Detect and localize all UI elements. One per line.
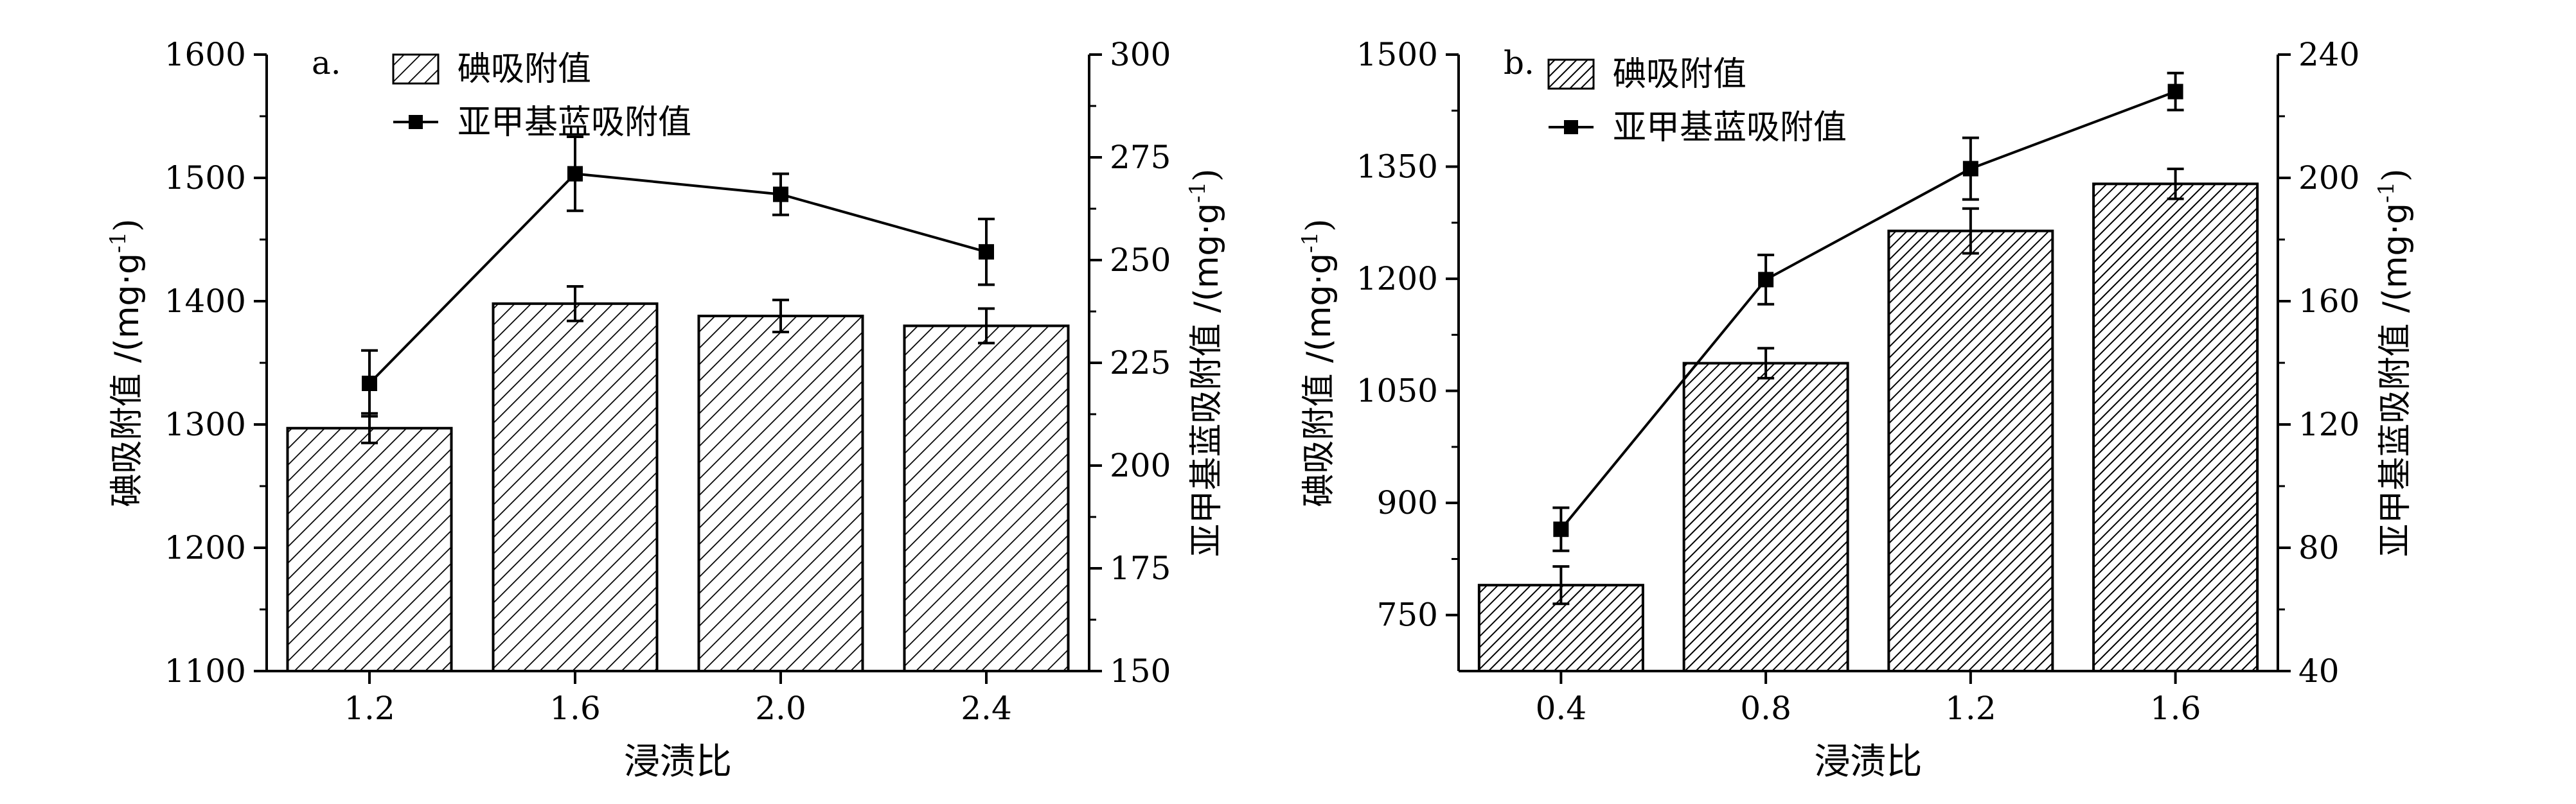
legend-label-bar: 碘吸附值	[457, 50, 591, 89]
bar-1.6	[2092, 182, 2259, 672]
legend-swatch-marker	[409, 115, 423, 129]
y2-tick-label: 240	[2298, 36, 2359, 73]
y-tick-label: 1350	[1356, 148, 1438, 186]
x-tick-label: 2.4	[961, 690, 1012, 727]
y2-axis-label: 亚甲基蓝吸附值 /(mg·g-1)	[2374, 169, 2415, 557]
y2-tick-label: 40	[2298, 652, 2340, 690]
y2-tick-label: 225	[1110, 344, 1171, 381]
bar-error-0.8	[1757, 347, 1775, 380]
legend-label-bar: 碘吸附值	[1613, 55, 1746, 94]
line-point-1.2	[362, 376, 377, 391]
x-axis-label: 浸渍比	[1815, 741, 1923, 783]
legend-swatch-marker	[1564, 120, 1578, 134]
x-axis-label: 浸渍比	[624, 741, 732, 783]
x-tick-label: 0.8	[1740, 690, 1791, 727]
chart-panel-a: 1100 1200 1300 1400 1500 1600 150 175 200 225 250 2…	[105, 36, 1226, 783]
line-series	[368, 172, 987, 385]
x-tick-label: 2.0	[755, 690, 806, 727]
y2-tick-label: 250	[1110, 241, 1171, 279]
y-tick-label: 1200	[164, 529, 246, 566]
y-tick-label: 1400	[164, 283, 246, 320]
line-point-1.6	[567, 166, 583, 182]
y2-tick-label: 300	[1110, 36, 1171, 73]
y2-tick-label: 200	[2298, 159, 2359, 197]
bar-error-2.4	[978, 307, 995, 345]
bar-error-1.6	[567, 284, 583, 322]
x-tick-label: 1.2	[344, 690, 395, 727]
legend-label-line: 亚甲基蓝吸附值	[457, 103, 691, 142]
chart-panel-b: 750 900 1050 1200 1350 1500 40 80 120 160 200 240 0.…	[1297, 36, 2415, 783]
bar-2.4	[903, 324, 1070, 672]
bar-error-2.0	[772, 299, 789, 333]
y2-tick-label: 150	[1110, 652, 1171, 690]
bar-1.6	[492, 302, 659, 672]
y-tick-label: 1100	[164, 652, 246, 690]
legend-label-line: 亚甲基蓝吸附值	[1613, 109, 1847, 147]
bar-0.8	[1682, 362, 1849, 673]
bar-error-1.2	[1962, 207, 1979, 255]
line-point-2.4	[979, 244, 994, 260]
panel-label: a.	[312, 44, 341, 82]
y-tick-label: 1300	[164, 406, 246, 443]
y-tick-label: 1500	[164, 159, 246, 197]
line-point-1.2	[1962, 161, 1978, 177]
y-axis-label: 碘吸附值 /(mg·g-1)	[1297, 219, 1338, 507]
y-tick-label: 750	[1377, 597, 1438, 634]
y2-tick-label: 175	[1110, 550, 1171, 587]
line-point-1.6	[2167, 83, 2183, 100]
legend-swatch-bar	[1547, 58, 1595, 90]
x-tick-label: 1.2	[1945, 690, 1996, 727]
y2-tick-label: 275	[1110, 139, 1171, 176]
y2-tick-label: 120	[2298, 406, 2359, 443]
y2-tick-label: 80	[2298, 529, 2340, 566]
legend-swatch-bar	[392, 53, 440, 85]
x-tick-label: 1.6	[549, 690, 601, 727]
bar-error-0.4	[1552, 565, 1570, 606]
bar-error-1.6	[2167, 168, 2184, 200]
line-point-0.8	[1758, 272, 1774, 288]
x-tick-label: 0.4	[1536, 690, 1587, 727]
y-tick-label: 1600	[164, 36, 246, 73]
y2-tick-label: 160	[2298, 283, 2359, 320]
y-tick-label: 1050	[1356, 372, 1438, 410]
y-tick-label: 1200	[1356, 260, 1438, 297]
y-tick-label: 1500	[1356, 36, 1438, 73]
bar-1.2	[1887, 229, 2054, 673]
line-point-0.4	[1553, 521, 1569, 537]
line-point-2.0	[773, 186, 788, 202]
y2-axis-label: 亚甲基蓝吸附值 /(mg·g-1)	[1185, 169, 1226, 557]
y-axis-label: 碘吸附值 /(mg·g-1)	[105, 219, 147, 507]
y-tick-label: 900	[1377, 484, 1438, 521]
x-tick-label: 1.6	[2150, 690, 2201, 727]
line-series	[1559, 90, 2176, 530]
bar-2.0	[697, 315, 864, 673]
panel-label: b.	[1504, 44, 1534, 82]
y2-tick-label: 200	[1110, 447, 1171, 484]
bar-1.2	[286, 426, 453, 672]
